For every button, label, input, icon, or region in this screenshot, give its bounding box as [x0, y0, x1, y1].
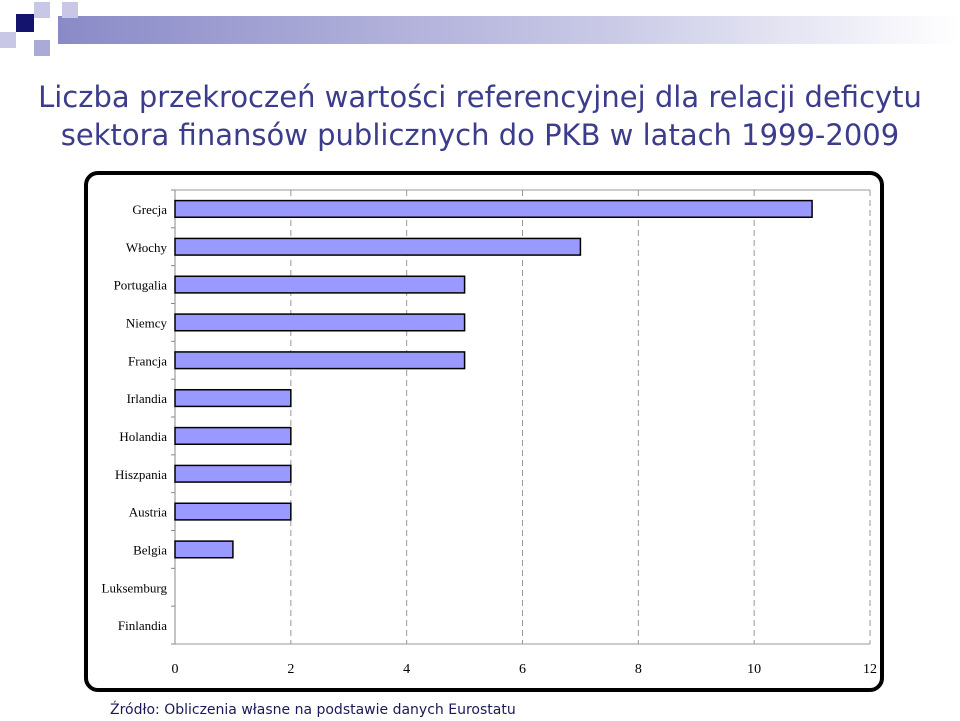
square-light-2	[62, 2, 78, 18]
source-note: Źródło: Obliczenia własne na podstawie d…	[110, 702, 516, 718]
bar-3	[174, 313, 466, 332]
square-dark	[16, 14, 34, 32]
chart-frame: Grecja Włochy Portugalia Niemcy Francja Irlan…	[84, 171, 884, 692]
decorative-header-bar	[0, 2, 960, 56]
bar-9	[174, 540, 234, 559]
x-tick-label-0: 0	[172, 662, 179, 677]
x-tick-label-2: 4	[403, 662, 410, 677]
bar-2	[174, 275, 466, 294]
slide-title: Liczba przekroczeń wartości referencyjne…	[0, 78, 960, 154]
y-tick-label-1: Włochy	[126, 240, 168, 255]
x-tick-label-1: 2	[287, 662, 294, 677]
y-tick-label-11: Finlandia	[118, 618, 167, 633]
y-tick-label-10: Luksemburg	[102, 580, 168, 595]
x-tick-label-4: 8	[635, 662, 642, 677]
y-tick-label-3: Niemcy	[126, 315, 168, 330]
title-line-1: Liczba przekroczeń wartości referencyjne…	[38, 80, 922, 114]
square-light-1	[34, 2, 50, 18]
bar-8	[174, 502, 292, 521]
x-tick-label-3: 6	[519, 662, 526, 677]
bar-7	[174, 464, 292, 483]
square-light-3	[0, 32, 16, 48]
x-tick-label-5: 10	[747, 662, 761, 677]
y-tick-label-5: Irlandia	[127, 391, 168, 406]
y-tick-label-6: Holandia	[119, 429, 167, 444]
bar-chart: Grecja Włochy Portugalia Niemcy Francja Irlan…	[102, 189, 877, 677]
y-tick-label-4: Francja	[128, 353, 167, 368]
y-tick-label-8: Austria	[129, 505, 168, 520]
header-gradient-strip	[58, 16, 960, 44]
y-tick-label-7: Hiszpania	[115, 467, 167, 482]
bar-4	[174, 351, 466, 370]
y-tick-label-0: Grecja	[132, 202, 167, 217]
bar-6	[174, 426, 292, 445]
bar-0	[174, 199, 813, 218]
title-line-2: sektora finansów publicznych do PKB w la…	[60, 118, 900, 152]
bar-5	[174, 389, 292, 408]
y-tick-label-9: Belgia	[133, 542, 167, 557]
bar-1	[174, 237, 582, 256]
square-mid	[34, 40, 50, 56]
y-tick-label-2: Portugalia	[114, 278, 168, 293]
x-tick-label-6: 12	[863, 662, 877, 677]
